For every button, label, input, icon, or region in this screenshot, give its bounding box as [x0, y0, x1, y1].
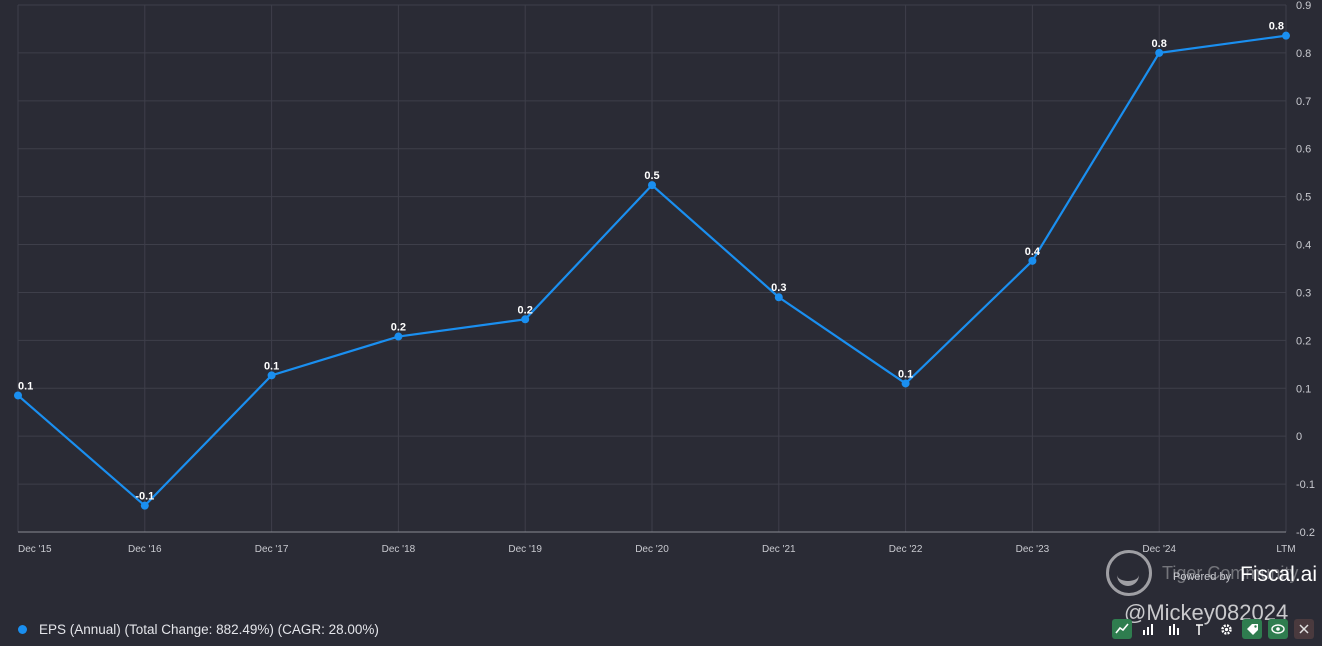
x-tick-label: Dec '17 [255, 544, 289, 555]
chart-grid [17, 4, 1287, 533]
y-tick-label: 0.7 [1296, 96, 1311, 108]
y-tick-label: 0.1 [1296, 383, 1311, 395]
gear-icon[interactable] [1216, 619, 1236, 639]
x-tick-label: Dec '18 [382, 544, 416, 555]
data-label: 0.8 [1269, 21, 1284, 33]
data-point[interactable] [394, 332, 403, 341]
x-tick-label: Dec '24 [1142, 544, 1176, 555]
data-label: -0.1 [135, 491, 154, 503]
y-tick-label: 0.3 [1296, 287, 1311, 299]
close-icon[interactable] [1294, 619, 1314, 639]
data-point[interactable] [648, 181, 656, 190]
eps-line-chart: -0.2 -0.1 0 0.1 0.2 0.3 0.4 0.5 0.6 0.7 0.8 0.9 Dec… [14, 0, 1315, 555]
y-tick-label: 0.6 [1296, 144, 1311, 156]
watermark-community: Tiger Community [1162, 563, 1299, 583]
data-label: 0.5 [644, 170, 659, 182]
data-point[interactable] [1282, 31, 1290, 40]
data-label: 0.4 [1025, 246, 1041, 258]
y-tick-label: 0.5 [1296, 192, 1311, 204]
y-tick-label: 0.4 [1296, 240, 1311, 252]
data-labels: 0.1 -0.1 0.1 0.2 0.2 0.5 0.3 0.1 0.4 0.8 0.8 [18, 21, 1284, 503]
y-axis: -0.2 -0.1 0 0.1 0.2 0.3 0.4 0.5 0.6 0.7 0.8 0.9 [1296, 0, 1315, 539]
column-chart-icon[interactable] [1164, 619, 1184, 639]
x-tick-label: Dec '22 [889, 544, 923, 555]
data-point[interactable] [1028, 256, 1037, 265]
data-label: 0.8 [1152, 38, 1167, 50]
data-label: 0.3 [771, 282, 786, 294]
y-tick-label: -0.2 [1296, 527, 1315, 539]
y-tick-label: 0 [1296, 431, 1302, 443]
tiger-logo-icon [1106, 550, 1152, 596]
x-tick-label: Dec '15 [18, 544, 52, 555]
x-axis: Dec '15 Dec '16 Dec '17 Dec '18 Dec '19 Dec '… [18, 544, 1296, 555]
y-tick-label: 0.8 [1296, 48, 1311, 60]
powered-by-text: Powered by [1173, 571, 1232, 583]
legend-label: EPS (Annual) (Total Change: 882.49%) (CA… [39, 621, 379, 637]
series-eps [14, 31, 1290, 510]
x-tick-label: Dec '16 [128, 544, 162, 555]
data-point[interactable] [774, 293, 783, 302]
data-point[interactable] [521, 315, 530, 324]
data-point[interactable] [267, 371, 276, 380]
legend-marker [18, 624, 27, 634]
data-label: 0.1 [264, 360, 279, 372]
data-point[interactable] [140, 501, 149, 510]
brand-logo: Fiscal.ai [1240, 563, 1318, 586]
x-tick-label: LTM [1276, 544, 1295, 555]
chart-legend[interactable]: EPS (Annual) (Total Change: 882.49%) (CA… [18, 619, 379, 639]
y-tick-label: 0.9 [1296, 0, 1311, 12]
cursor-icon[interactable] [1190, 619, 1210, 639]
line-chart-icon[interactable] [1112, 619, 1132, 639]
y-tick-label: 0.2 [1296, 335, 1311, 347]
data-label: 0.1 [18, 380, 33, 392]
data-point[interactable] [901, 379, 910, 388]
eye-icon[interactable] [1268, 619, 1288, 639]
x-tick-label: Dec '19 [508, 544, 542, 555]
data-label: 0.2 [391, 322, 406, 334]
data-label: 0.2 [518, 304, 533, 316]
x-tick-label: Dec '20 [635, 544, 669, 555]
bar-chart-icon[interactable] [1138, 619, 1158, 639]
data-label: 0.1 [898, 368, 913, 380]
chart-toolbar [1112, 619, 1314, 639]
x-tick-label: Dec '21 [762, 544, 796, 555]
tag-icon[interactable] [1242, 619, 1262, 639]
data-point[interactable] [1155, 48, 1164, 57]
data-point[interactable] [14, 391, 22, 400]
y-tick-label: -0.1 [1296, 479, 1315, 491]
x-tick-label: Dec '23 [1016, 544, 1050, 555]
